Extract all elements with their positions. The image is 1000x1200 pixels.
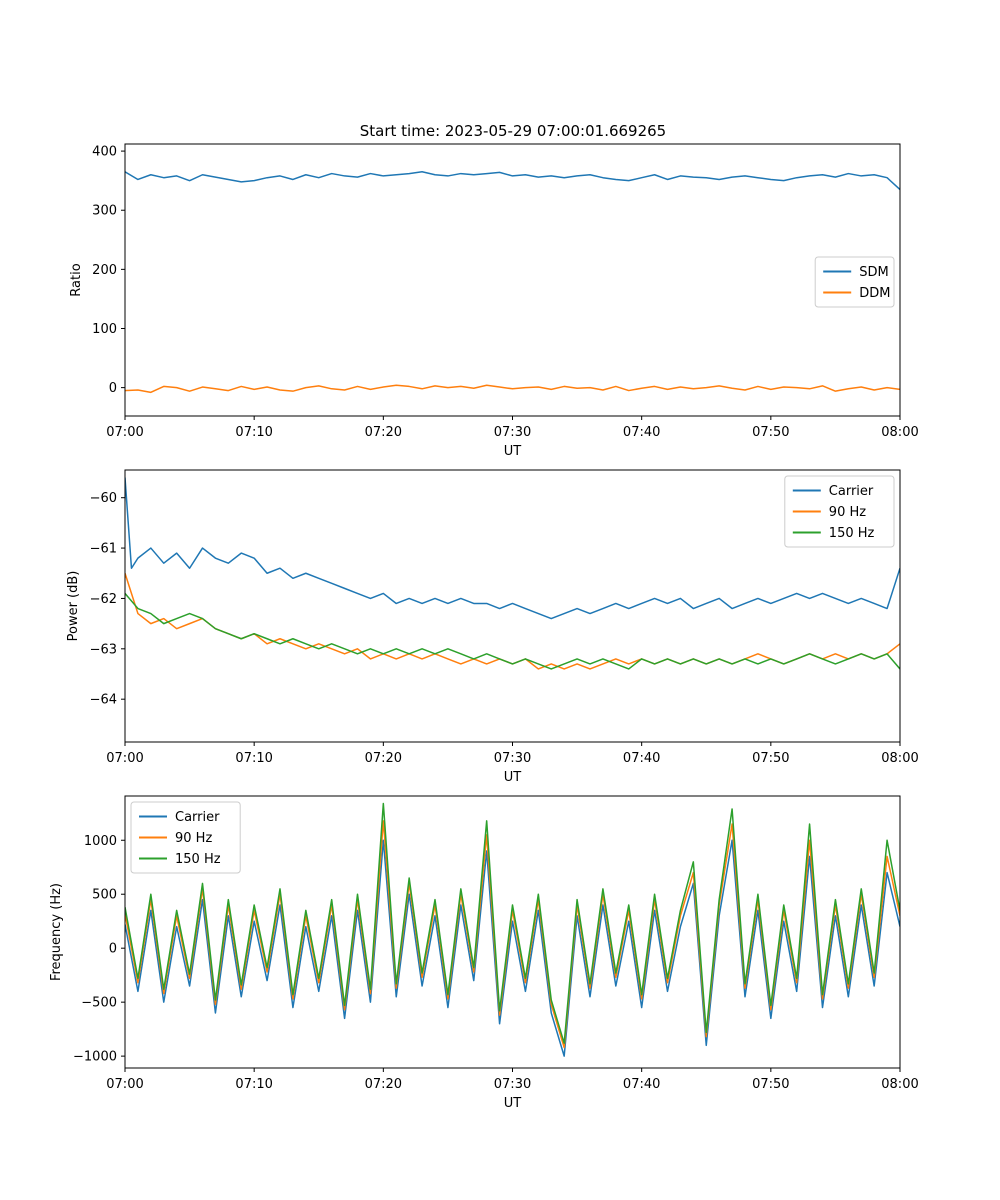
power-x-tick-label: 08:00 bbox=[881, 751, 918, 766]
frequency-x-tick-label: 07:30 bbox=[494, 1077, 531, 1092]
frequency-x-tick-label: 07:20 bbox=[365, 1077, 402, 1092]
ratio-panel: 07:00 07:10 07:20 07:30 07:40 07:50 08:00 0 100 2… bbox=[69, 143, 919, 459]
power-plot-area bbox=[125, 477, 900, 670]
power-legend: Carrier 90 Hz 150 Hz bbox=[784, 475, 895, 548]
power-y-tick-label: −63 bbox=[90, 642, 117, 657]
ratio-y-tick-label: 300 bbox=[92, 204, 117, 219]
power-y-tick-label: −61 bbox=[90, 542, 117, 557]
power-x-tick-label: 07:10 bbox=[235, 751, 272, 766]
power-x-tick-label: 07:20 bbox=[365, 751, 402, 766]
power-legend-box bbox=[784, 475, 895, 548]
frequency-y-axis-label: Frequency (Hz) bbox=[49, 883, 64, 981]
ratio-x-tick-label: 07:40 bbox=[623, 425, 660, 440]
frequency-x-tick-label: 07:40 bbox=[623, 1077, 660, 1092]
ratio-legend-box bbox=[814, 256, 895, 308]
power-y-axis-label: Power (dB) bbox=[66, 571, 81, 642]
power-x-axis-label: UT bbox=[504, 770, 522, 785]
frequency-x-axis-label: UT bbox=[504, 1096, 522, 1111]
power-x-tick-label: 07:50 bbox=[752, 751, 789, 766]
frequency-panel: 07:00 07:10 07:20 07:30 07:40 07:50 08:00 −1000… bbox=[49, 795, 919, 1111]
power-y-tick-label: −60 bbox=[90, 491, 117, 506]
frequency-y-tick-label: 1000 bbox=[84, 834, 117, 849]
frequency-legend-box bbox=[130, 801, 241, 874]
ratio-legend: SDM DDM bbox=[814, 256, 895, 308]
power-x-tick-label: 07:40 bbox=[623, 751, 660, 766]
frequency-x-tick-label: 07:10 bbox=[235, 1077, 272, 1092]
ratio-x-tick-label: 07:10 bbox=[235, 425, 272, 440]
frequency-plot-area bbox=[125, 802, 900, 1057]
ratio-y-tick-label: 100 bbox=[92, 322, 117, 337]
frequency-series-line-150-hz bbox=[125, 802, 900, 1044]
figure-title: Start time: 2023-05-29 07:00:01.669265 bbox=[360, 122, 666, 140]
ratio-y-tick-label: 400 bbox=[92, 145, 117, 160]
power-panel: 07:00 07:10 07:20 07:30 07:40 07:50 08:00 −64 −6… bbox=[66, 469, 919, 785]
ratio-x-tick-label: 07:00 bbox=[106, 425, 143, 440]
frequency-series-line-carrier bbox=[125, 839, 900, 1057]
frequency-legend-label: 150 Hz bbox=[175, 852, 221, 867]
ratio-series-line-ddm bbox=[125, 384, 900, 394]
frequency-legend: Carrier 90 Hz 150 Hz bbox=[130, 801, 241, 874]
ratio-y-tick-label: 0 bbox=[109, 381, 117, 396]
power-x-tick-label: 07:00 bbox=[106, 751, 143, 766]
frequency-y-tick-label: −1000 bbox=[73, 1050, 117, 1065]
power-y-tick-label: −62 bbox=[90, 592, 117, 607]
ratio-legend-label: DDM bbox=[859, 286, 890, 301]
power-y-tick-label: −64 bbox=[90, 693, 117, 708]
frequency-y-tick-label: 0 bbox=[109, 942, 117, 957]
ratio-x-tick-label: 07:50 bbox=[752, 425, 789, 440]
ratio-series-line-sdm bbox=[125, 171, 900, 191]
ratio-x-tick-label: 07:30 bbox=[494, 425, 531, 440]
frequency-legend-label: 90 Hz bbox=[175, 831, 212, 846]
power-legend-label: 90 Hz bbox=[829, 505, 866, 520]
frequency-x-tick-label: 08:00 bbox=[881, 1077, 918, 1092]
ratio-legend-label: SDM bbox=[859, 265, 888, 280]
ratio-y-tick-label: 200 bbox=[92, 263, 117, 278]
ratio-y-axis-label: Ratio bbox=[69, 263, 84, 296]
frequency-x-tick-label: 07:00 bbox=[106, 1077, 143, 1092]
frequency-x-tick-label: 07:50 bbox=[752, 1077, 789, 1092]
ratio-plot-area bbox=[125, 171, 900, 394]
frequency-y-tick-label: −500 bbox=[81, 996, 117, 1011]
power-legend-label: Carrier bbox=[829, 484, 874, 499]
power-legend-label: 150 Hz bbox=[829, 526, 875, 541]
ratio-x-tick-label: 08:00 bbox=[881, 425, 918, 440]
power-x-tick-label: 07:30 bbox=[494, 751, 531, 766]
power-series-line-carrier bbox=[125, 477, 900, 620]
frequency-y-tick-label: 500 bbox=[92, 888, 117, 903]
ratio-x-tick-label: 07:20 bbox=[365, 425, 402, 440]
frequency-legend-label: Carrier bbox=[175, 810, 220, 825]
power-series-line-150-hz bbox=[125, 592, 900, 670]
ratio-x-axis-label: UT bbox=[504, 444, 522, 459]
